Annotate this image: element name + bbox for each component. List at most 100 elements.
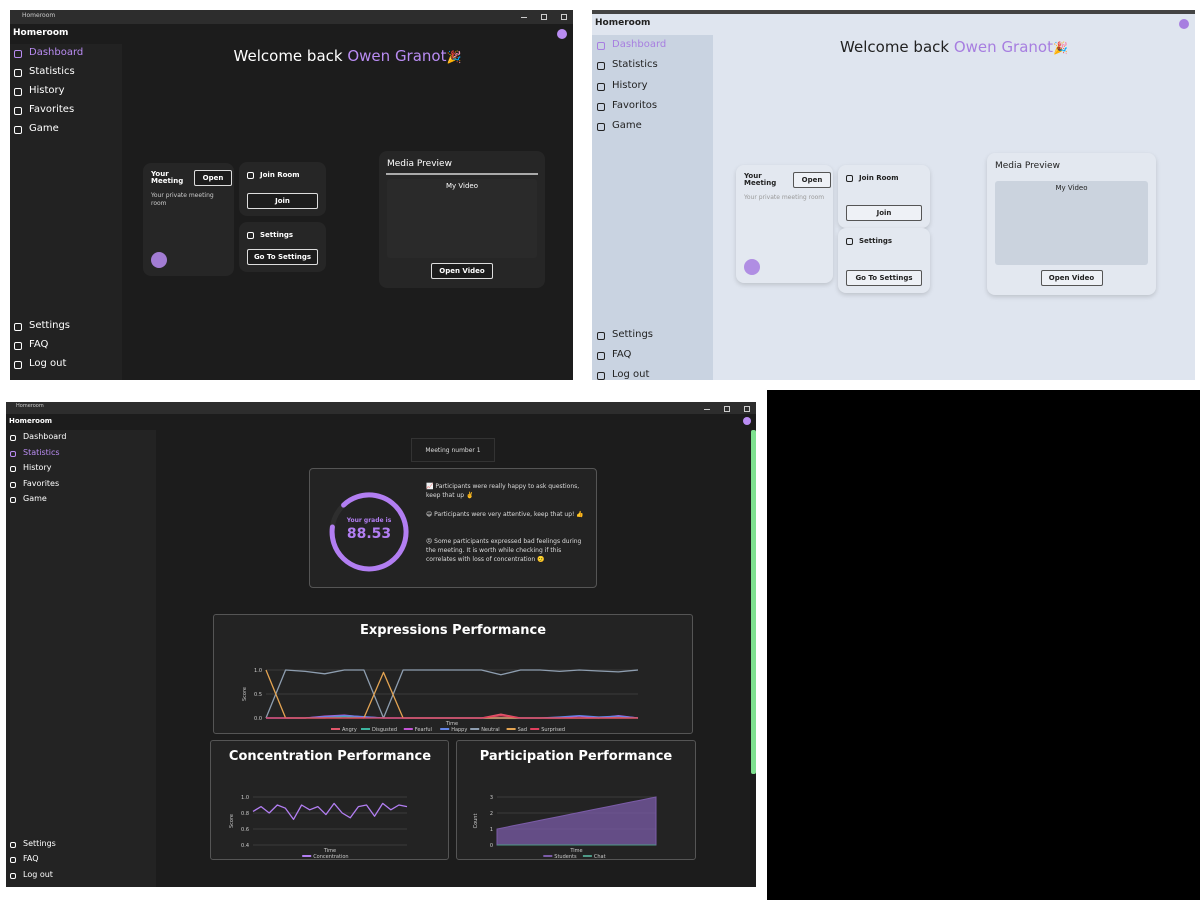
card-title: Join Room xyxy=(260,171,300,179)
card-title: Settings xyxy=(859,237,893,245)
window-control[interactable] xyxy=(724,406,730,412)
video-label: My Video xyxy=(445,182,479,190)
nav-item[interactable]: Statistics xyxy=(612,59,658,70)
nav-icon xyxy=(597,42,605,50)
button[interactable]: Join xyxy=(247,193,318,209)
insight: 📈 Participants were really happy to ask … xyxy=(426,483,580,499)
title-underline xyxy=(386,173,538,175)
nav-item[interactable]: Settings xyxy=(612,329,654,340)
nav-icon xyxy=(597,62,605,70)
nav-item[interactable]: Dashboard xyxy=(612,39,667,50)
nav-item[interactable]: Game xyxy=(612,120,642,131)
nav-item[interactable]: History xyxy=(23,463,52,473)
sidebar xyxy=(592,35,713,380)
card-title: Your Meeting xyxy=(151,170,184,185)
nav-item[interactable]: Log out xyxy=(29,358,67,369)
button[interactable]: Go To Settings xyxy=(247,249,318,265)
nav-icon xyxy=(846,175,853,182)
nav-icon xyxy=(10,435,16,441)
nav-icon xyxy=(597,103,605,111)
nav-item[interactable]: History xyxy=(29,85,65,96)
dark-dashboard-window: Homeroom Homeroom Dashboard Statistics Histo… xyxy=(10,10,573,380)
nav-icon xyxy=(14,342,22,350)
card-title: Settings xyxy=(260,231,294,239)
nav-icon xyxy=(10,497,16,503)
card-title: Media Preview xyxy=(995,161,1060,171)
button[interactable]: Open xyxy=(194,170,232,186)
window-control[interactable] xyxy=(561,14,567,20)
nav-item[interactable]: FAQ xyxy=(29,339,49,350)
button[interactable]: Join xyxy=(846,205,922,221)
nav-item[interactable]: Log out xyxy=(23,870,53,880)
nav-icon xyxy=(14,50,22,58)
button[interactable]: Open Video xyxy=(431,263,493,279)
sidebar xyxy=(6,430,156,887)
nav-item[interactable]: History xyxy=(612,80,648,91)
nav-item[interactable]: Favoritos xyxy=(612,100,658,111)
link-button[interactable] xyxy=(744,259,760,275)
card-title: Join Room xyxy=(859,174,899,182)
nav-icon xyxy=(14,107,22,115)
welcome-text: Welcome back xyxy=(233,47,343,65)
theme-toggle[interactable] xyxy=(743,417,751,425)
button[interactable]: Go To Settings xyxy=(846,270,922,286)
link-button[interactable] xyxy=(151,252,167,268)
card-title: Your Meeting xyxy=(744,172,777,187)
nav-item[interactable]: Dashboard xyxy=(29,47,84,58)
title-bar xyxy=(6,402,756,414)
window-title: Homeroom xyxy=(16,403,44,409)
card xyxy=(456,740,696,860)
nav-icon xyxy=(14,126,22,134)
nav-item[interactable]: Log out xyxy=(612,369,650,380)
nav-icon xyxy=(247,172,254,179)
light-dashboard-window: Homeroom Dashboard Statistics History Favori… xyxy=(592,10,1195,380)
card-desc: Your private meeting room xyxy=(744,194,825,201)
user-name: Owen Granot xyxy=(953,38,1053,56)
theme-toggle[interactable] xyxy=(1179,19,1189,29)
window-control[interactable] xyxy=(521,17,527,18)
dropdown[interactable]: Meeting number 1 xyxy=(411,438,495,462)
nav-item[interactable]: Dashboard xyxy=(23,432,67,442)
insight: 😠 Some participants expressed bad feelin… xyxy=(426,538,582,563)
nav-item[interactable]: Statistics xyxy=(23,448,60,458)
welcome: Welcome back Owen Granot🎉 xyxy=(713,38,1195,56)
nav-item[interactable]: Favorites xyxy=(23,479,60,489)
window-control[interactable] xyxy=(541,14,547,20)
nav-icon xyxy=(10,482,16,488)
nav-item[interactable]: FAQ xyxy=(23,854,39,864)
nav-item[interactable]: Statistics xyxy=(29,66,75,77)
window-control[interactable] xyxy=(704,409,710,410)
welcome-text: Welcome back xyxy=(840,38,950,56)
card-title: Media Preview xyxy=(387,159,452,169)
window-control[interactable] xyxy=(744,406,750,412)
scrollbar[interactable] xyxy=(751,430,756,774)
statistics-window: Homeroom Homeroom Dashboard Statistics Histo… xyxy=(6,402,756,887)
app-name: Homeroom xyxy=(9,417,53,425)
black-area xyxy=(767,390,1200,900)
nav-icon xyxy=(10,842,16,848)
nav-item[interactable]: Settings xyxy=(23,839,56,849)
theme-toggle[interactable] xyxy=(557,29,567,39)
nav-item[interactable]: Favorites xyxy=(29,104,75,115)
nav-item[interactable]: FAQ xyxy=(612,349,632,360)
nav-item[interactable]: Settings xyxy=(29,320,71,331)
sidebar xyxy=(10,44,122,380)
nav-icon xyxy=(14,361,22,369)
app-header xyxy=(10,24,573,44)
title-bar xyxy=(10,10,573,24)
nav-icon xyxy=(10,451,16,457)
button[interactable]: Open Video xyxy=(1040,270,1103,286)
nav-icon xyxy=(846,238,853,245)
nav-icon xyxy=(10,857,16,863)
emoji: 🎉 xyxy=(446,50,462,64)
nav-icon xyxy=(14,323,22,331)
nav-icon xyxy=(14,69,22,77)
nav-item[interactable]: Game xyxy=(23,494,47,504)
button[interactable]: Open xyxy=(793,172,831,188)
nav-icon xyxy=(597,352,605,360)
nav-item[interactable]: Game xyxy=(29,123,59,134)
card xyxy=(213,614,693,734)
app-header xyxy=(592,14,1195,35)
card xyxy=(210,740,449,860)
